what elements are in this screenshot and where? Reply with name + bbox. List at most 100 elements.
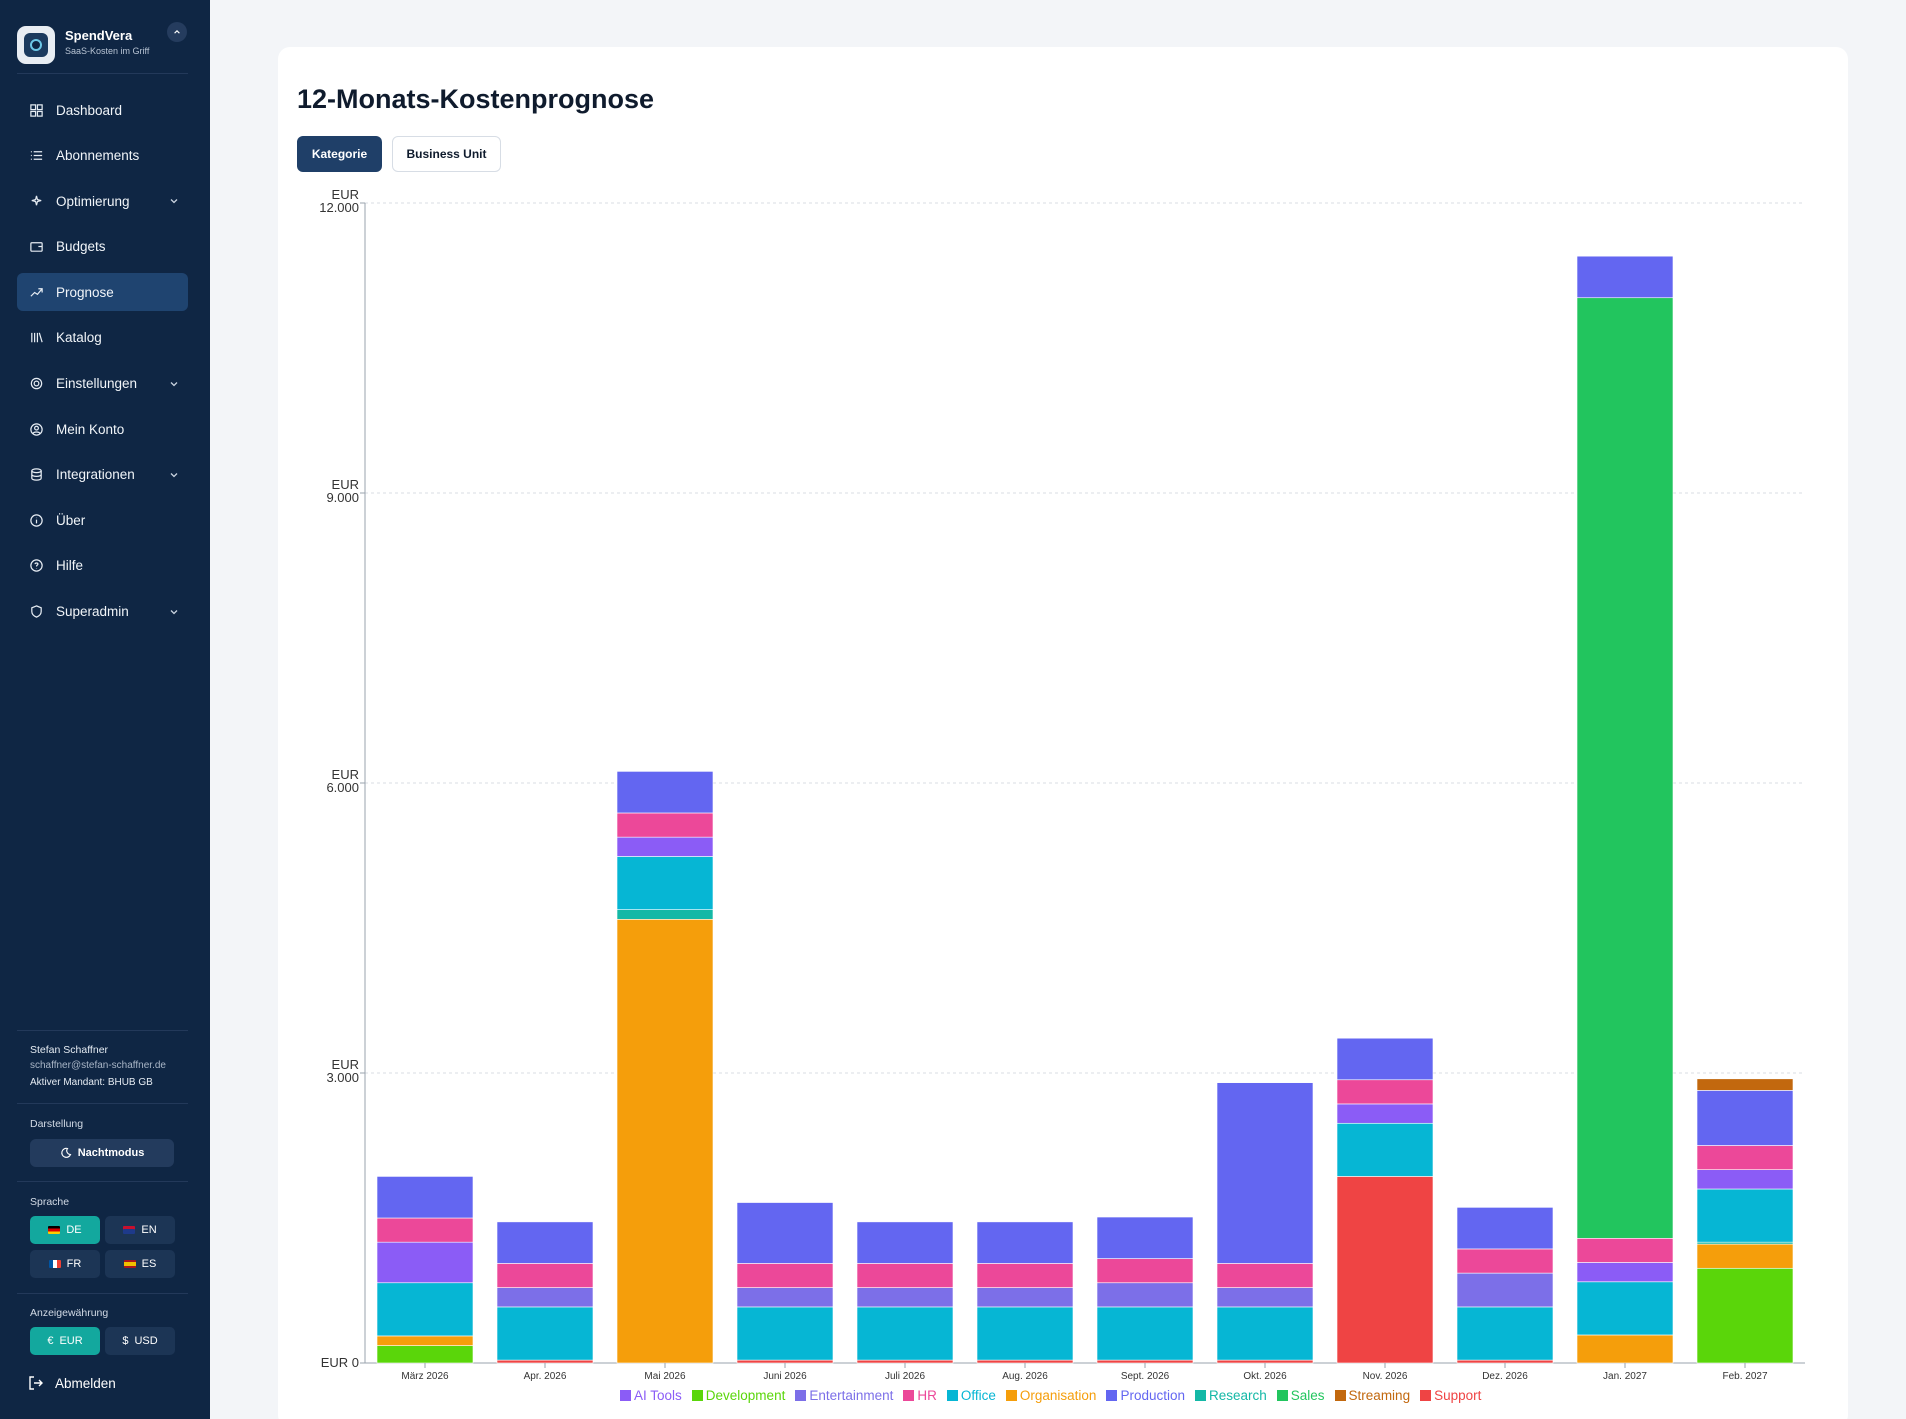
bar-segment bbox=[616, 918, 714, 1364]
bar-segment bbox=[1216, 1082, 1314, 1264]
sidebar-nav: Dashboard Abonnements Optimierung Budgets Pr… bbox=[17, 91, 188, 638]
legend-item[interactable]: Entertainment bbox=[795, 1388, 893, 1403]
legend-item[interactable]: Sales bbox=[1276, 1388, 1325, 1403]
sidebar-item-superadmin[interactable]: Superadmin bbox=[17, 593, 188, 631]
x-tick-label: Jan. 2027 bbox=[1603, 1371, 1647, 1382]
sidebar-item-prognose[interactable]: Prognose bbox=[17, 273, 188, 312]
logout-label: Abmelden bbox=[55, 1375, 116, 1391]
chart-legend: AI Tools Development Entertainment HR Office… bbox=[620, 1388, 1481, 1403]
gear-icon bbox=[28, 376, 44, 392]
legend-item[interactable]: Development bbox=[691, 1388, 785, 1403]
bar-segment bbox=[376, 1345, 474, 1364]
y-tick-label: EUR 0 bbox=[321, 1355, 359, 1370]
bar-segment bbox=[976, 1306, 1074, 1361]
dark-mode-button[interactable]: Nachtmodus bbox=[30, 1139, 174, 1167]
legend-item[interactable]: Support bbox=[1420, 1388, 1481, 1403]
x-tick-label: Feb. 2027 bbox=[1722, 1371, 1767, 1382]
y-tick-label: 3.000 bbox=[326, 1070, 359, 1085]
trending-up-icon bbox=[28, 284, 44, 300]
sidebar-item--ber[interactable]: Über bbox=[17, 501, 188, 539]
legend-swatch bbox=[1106, 1390, 1118, 1401]
bar-segment bbox=[1456, 1272, 1554, 1308]
language-en-button[interactable]: EN bbox=[105, 1216, 175, 1244]
logout-icon bbox=[29, 1376, 43, 1390]
flag-uk-icon bbox=[123, 1226, 136, 1234]
bar-segment bbox=[616, 856, 714, 910]
language-en-label: EN bbox=[141, 1224, 157, 1236]
bar-segment bbox=[976, 1221, 1074, 1264]
chevron-down-icon[interactable] bbox=[168, 606, 180, 618]
x-tick-label: März 2026 bbox=[401, 1371, 449, 1382]
sidebar-item-label: Optimierung bbox=[56, 193, 130, 209]
legend-swatch bbox=[691, 1390, 703, 1401]
legend-label: Organisation bbox=[1019, 1388, 1097, 1403]
language-fr-button[interactable]: FR bbox=[30, 1250, 100, 1278]
legend-label: HR bbox=[917, 1388, 937, 1403]
sidebar-item-katalog[interactable]: Katalog bbox=[17, 319, 188, 357]
legend-label: AI Tools bbox=[634, 1388, 682, 1403]
sidebar-item-einstellungen[interactable]: Einstellungen bbox=[17, 365, 188, 403]
x-tick-label: Dez. 2026 bbox=[1482, 1371, 1528, 1382]
bar-segment bbox=[376, 1282, 474, 1337]
sidebar-item-mein-konto[interactable]: Mein Konto bbox=[17, 410, 188, 448]
bar-segment bbox=[736, 1359, 834, 1364]
legend-swatch bbox=[1005, 1390, 1017, 1401]
currency-eur-button[interactable]: € EUR bbox=[30, 1327, 100, 1355]
legend-swatch bbox=[1420, 1390, 1432, 1401]
bar-segment bbox=[1216, 1287, 1314, 1308]
sidebar-item-label: Hilfe bbox=[56, 558, 84, 574]
logout-button[interactable]: Abmelden bbox=[28, 1375, 116, 1391]
tab-business-unit[interactable]: Business Unit bbox=[392, 136, 501, 172]
bar-segment bbox=[1456, 1207, 1554, 1250]
bar-segment bbox=[496, 1287, 594, 1308]
sidebar-item-integrationen[interactable]: Integrationen bbox=[17, 456, 188, 494]
bar-segment bbox=[1696, 1169, 1794, 1190]
language-de-button[interactable]: DE bbox=[30, 1216, 100, 1244]
moon-icon bbox=[60, 1147, 72, 1158]
legend-item[interactable]: Research bbox=[1194, 1388, 1267, 1403]
dark-mode-label: Nachtmodus bbox=[77, 1147, 145, 1159]
sidebar-item-hilfe[interactable]: Hilfe bbox=[17, 547, 188, 585]
legend-item[interactable]: Production bbox=[1106, 1388, 1185, 1403]
legend-item[interactable]: Streaming bbox=[1334, 1388, 1410, 1403]
legend-swatch bbox=[620, 1390, 631, 1401]
currency-usd-button[interactable]: $ USD bbox=[105, 1327, 175, 1355]
database-icon bbox=[28, 467, 44, 483]
legend-swatch bbox=[1276, 1390, 1288, 1401]
sidebar-item-label: Katalog bbox=[56, 330, 102, 346]
legend-item[interactable]: Organisation bbox=[1005, 1388, 1097, 1403]
page-title: 12-Monats-Kostenprognose bbox=[297, 84, 655, 114]
chevron-down-icon[interactable] bbox=[168, 469, 180, 481]
sidebar-item-budgets[interactable]: Budgets bbox=[17, 228, 188, 266]
sidebar-item-abonnements[interactable]: Abonnements bbox=[17, 137, 188, 175]
bar-segment bbox=[1696, 1090, 1794, 1146]
bar-segment bbox=[1696, 1243, 1794, 1269]
flag-es-icon bbox=[123, 1260, 136, 1268]
language-es-button[interactable]: ES bbox=[105, 1250, 175, 1278]
bar-segment bbox=[1336, 1122, 1434, 1177]
bar-segment bbox=[1336, 1176, 1434, 1364]
sparkles-icon bbox=[28, 193, 44, 209]
app-tagline: SaaS-Kosten im Griff bbox=[65, 46, 150, 56]
divider bbox=[17, 1181, 188, 1182]
legend-swatch bbox=[1194, 1390, 1206, 1401]
y-tick-label: 12.000 bbox=[319, 200, 359, 215]
legend-item[interactable]: Office bbox=[946, 1388, 996, 1403]
sidebar-item-label: Budgets bbox=[56, 239, 106, 255]
bar-segment bbox=[1576, 297, 1674, 1239]
collapse-sidebar-button[interactable] bbox=[167, 22, 187, 42]
bar-segment bbox=[1216, 1359, 1314, 1364]
bar-segment bbox=[976, 1359, 1074, 1364]
sidebar-item-dashboard[interactable]: Dashboard bbox=[17, 91, 188, 129]
bar-segment bbox=[1576, 1334, 1674, 1364]
bar-segment bbox=[856, 1359, 954, 1364]
sidebar-item-optimierung[interactable]: Optimierung bbox=[17, 182, 188, 220]
divider bbox=[17, 1293, 188, 1294]
x-tick-label: Sept. 2026 bbox=[1121, 1371, 1170, 1382]
tab-kategorie[interactable]: Kategorie bbox=[297, 136, 382, 172]
legend-item[interactable]: AI Tools bbox=[620, 1388, 682, 1403]
legend-item[interactable]: HR bbox=[903, 1388, 937, 1403]
appearance-label: Darstellung bbox=[30, 1118, 84, 1130]
chevron-down-icon[interactable] bbox=[168, 378, 180, 390]
chevron-down-icon[interactable] bbox=[168, 195, 180, 207]
